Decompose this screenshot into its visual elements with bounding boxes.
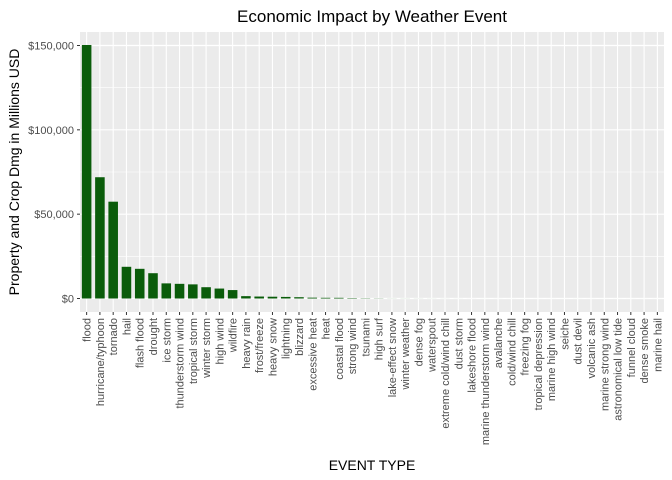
x-tick-label: winter weather bbox=[400, 318, 412, 391]
bar-thunderstorm-wind bbox=[174, 283, 185, 299]
x-tick-label: avalanche bbox=[493, 318, 505, 368]
bar-wildfire bbox=[227, 290, 238, 299]
x-tick-label: lightning bbox=[281, 318, 293, 359]
x-tick-label: dense smoke bbox=[639, 318, 651, 383]
bar-heavy-rain bbox=[241, 296, 251, 299]
chart-title: Economic Impact by Weather Event bbox=[237, 7, 507, 26]
x-tick-label: marine hail bbox=[652, 318, 664, 372]
x-tick-label: high surf bbox=[374, 317, 386, 360]
x-tick-label: frost/freeze bbox=[254, 318, 266, 373]
x-tick-label: dust storm bbox=[453, 318, 465, 369]
x-tick-label: thunderstorm wind bbox=[175, 318, 187, 409]
x-tick-label: coastal flood bbox=[334, 318, 346, 380]
x-tick-label: freezing fog bbox=[520, 318, 532, 375]
x-tick-label: ice storm bbox=[161, 318, 173, 363]
x-tick-label: seiche bbox=[559, 318, 571, 350]
x-tick-label: waterspout bbox=[427, 318, 439, 373]
bar-drought bbox=[148, 273, 158, 299]
x-tick-label: lake-effect snow bbox=[387, 318, 399, 397]
x-tick-label: astronomical low tide bbox=[613, 318, 625, 421]
bar-lightning bbox=[280, 296, 291, 299]
bar-frost-freeze bbox=[254, 296, 264, 299]
bar-heavy-snow bbox=[267, 296, 278, 299]
bars bbox=[81, 44, 663, 299]
x-tick-label: tornado bbox=[108, 318, 120, 355]
y-tick-label: $150,000 bbox=[28, 40, 74, 52]
x-tick-label: high wind bbox=[214, 318, 226, 364]
x-tick-label: funnel cloud bbox=[626, 318, 638, 377]
x-tick-label: drought bbox=[148, 318, 160, 355]
x-tick-label: excessive heat bbox=[307, 318, 319, 391]
x-tick-label: heat bbox=[321, 318, 333, 339]
x-tick-label: dense fog bbox=[413, 318, 425, 366]
x-tick-label: strong wind bbox=[347, 318, 359, 374]
bar-hail bbox=[121, 266, 132, 299]
bar-excessive-heat bbox=[307, 297, 318, 299]
x-tick-label: hail bbox=[121, 318, 133, 335]
x-tick-label: dust devil bbox=[573, 318, 585, 364]
bar-ice-storm bbox=[161, 283, 172, 299]
y-axis: $0 $50,000 $100,000 $150,000 bbox=[28, 40, 80, 306]
bar-coastal-flood bbox=[334, 297, 344, 299]
y-tick-label: $100,000 bbox=[28, 125, 74, 137]
x-tick-label: hurricane/typhoon bbox=[95, 318, 107, 406]
bar-blizzard bbox=[294, 297, 304, 299]
y-tick-label: $0 bbox=[62, 294, 74, 306]
y-axis-title: Property and Crop Dmg in Millions USD bbox=[6, 49, 22, 296]
bar-heat bbox=[320, 297, 331, 299]
x-axis: flood hurricane/typhoon tornado hail flash f… bbox=[82, 312, 664, 445]
x-tick-label: tropical depression bbox=[533, 318, 545, 410]
bar-high-wind bbox=[214, 288, 225, 299]
bar-winter-storm bbox=[201, 287, 211, 299]
x-tick-label: flash flood bbox=[135, 318, 147, 368]
bar-hurricane-typhoon bbox=[95, 177, 105, 299]
x-tick-label: cold/wind chill bbox=[506, 318, 518, 386]
gridlines bbox=[80, 32, 664, 312]
x-tick-label: marine strong wind bbox=[599, 318, 611, 411]
x-tick-label: heavy snow bbox=[267, 318, 279, 376]
x-tick-label: extreme cold/wind chill bbox=[440, 318, 452, 429]
x-tick-label: lakeshore flood bbox=[467, 318, 479, 393]
x-tick-label: wildfire bbox=[228, 318, 240, 353]
bar-tropical-storm bbox=[188, 284, 198, 299]
x-tick-label: heavy rain bbox=[241, 318, 253, 369]
x-tick-label: marine high wind bbox=[546, 318, 558, 401]
x-tick-label: winter storm bbox=[201, 318, 213, 379]
x-tick-label: flood bbox=[82, 318, 94, 342]
bar-flood bbox=[81, 44, 92, 299]
x-tick-label: tsunami bbox=[360, 318, 372, 357]
x-tick-label: tropical storm bbox=[188, 318, 200, 384]
x-tick-label: volcanic ash bbox=[586, 318, 598, 379]
bar-tornado bbox=[108, 201, 118, 299]
y-tick-label: $50,000 bbox=[34, 209, 74, 221]
bar-flash-flood bbox=[134, 268, 145, 299]
x-axis-title: EVENT TYPE bbox=[329, 457, 416, 473]
x-tick-label: blizzard bbox=[294, 318, 306, 356]
x-tick-label: marine thunderstorm wind bbox=[480, 318, 492, 445]
